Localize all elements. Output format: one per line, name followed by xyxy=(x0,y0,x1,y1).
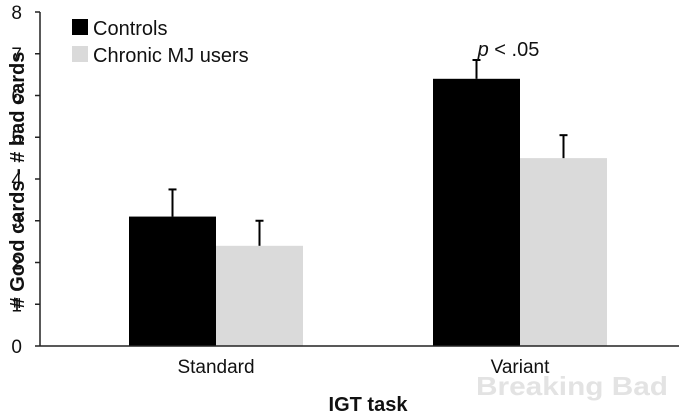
bar-controls-standard xyxy=(129,216,216,346)
error-bars xyxy=(168,59,568,246)
legend-label-controls: Controls xyxy=(93,18,167,40)
legend-label-chronic-mj-users: Chronic MJ users xyxy=(93,45,249,67)
x-category-label-standard: Standard xyxy=(177,357,254,378)
y-tick-label-8: 8 xyxy=(11,3,22,24)
y-axis-ticks: 0 1 2 3 4 5 6 7 8 xyxy=(11,3,40,358)
annotation-threshold: < .05 xyxy=(489,39,540,61)
significance-annotation: p < .05 xyxy=(477,39,540,61)
legend-swatch-chronic-mj-users xyxy=(72,46,88,62)
y-axis-title: # Good cards - # bad cards xyxy=(7,52,29,309)
y-tick-label-0: 0 xyxy=(11,337,22,358)
legend: Controls Chronic MJ users xyxy=(72,18,249,67)
y-tick-label-5: 5 xyxy=(11,128,22,149)
y-tick-label-1: 1 xyxy=(11,295,22,316)
x-axis-categories: Standard Variant xyxy=(177,357,550,378)
y-tick-label-4: 4 xyxy=(11,170,22,191)
annotation-p: p xyxy=(477,39,489,61)
y-tick-label-7: 7 xyxy=(11,45,22,66)
watermark: Breaking Bad xyxy=(476,371,668,401)
y-tick-label-3: 3 xyxy=(11,212,22,233)
y-tick-label-6: 6 xyxy=(11,87,22,108)
legend-swatch-controls xyxy=(72,19,88,35)
x-category-label-variant: Variant xyxy=(491,357,551,378)
bar-controls-variant xyxy=(433,78,520,347)
x-axis-title: IGT task xyxy=(329,394,409,416)
y-tick-label-2: 2 xyxy=(11,254,22,275)
bar-chronic-mj-users-variant xyxy=(520,158,607,346)
bars xyxy=(129,78,607,347)
bar-chronic-mj-users-standard xyxy=(216,245,303,346)
